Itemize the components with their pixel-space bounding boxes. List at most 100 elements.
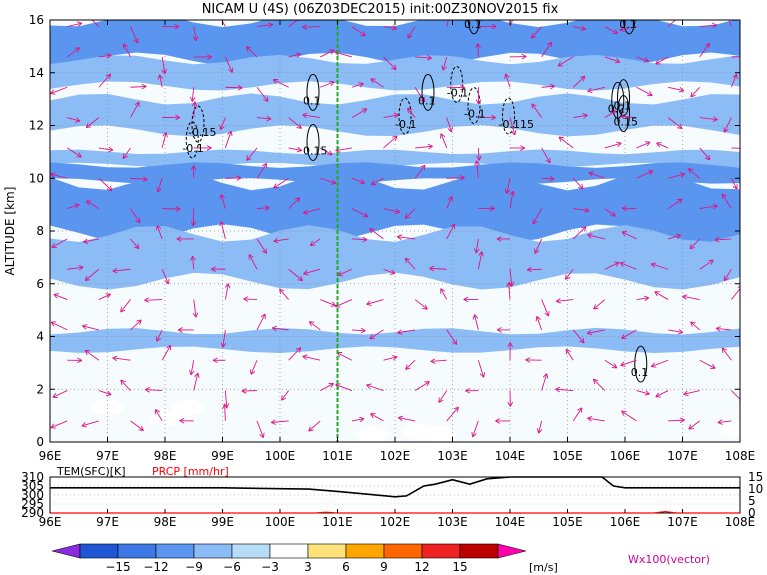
wind-vector-head xyxy=(546,373,549,379)
colorbar-tick-label: 3 xyxy=(304,560,312,574)
wind-vector xyxy=(414,299,428,310)
wind-vector xyxy=(371,177,384,185)
wind-vector-head xyxy=(644,141,651,143)
wind-vector xyxy=(397,236,416,240)
colorbar-box xyxy=(117,543,157,559)
wind-vector-head xyxy=(359,83,364,88)
wind-vector-head xyxy=(145,387,151,390)
wind-vector-head xyxy=(50,173,55,178)
wind-vector xyxy=(667,117,683,129)
wind-vector-head xyxy=(192,36,197,42)
wind-vector-head xyxy=(656,142,662,144)
wind-vector-head xyxy=(531,103,537,107)
wind-vector-head xyxy=(279,288,285,292)
wind-vector xyxy=(320,81,335,88)
wind-vector-head xyxy=(714,239,720,243)
wind-vector xyxy=(407,107,416,118)
wind-vector xyxy=(728,20,732,27)
wind-vector-head xyxy=(452,341,457,345)
wind-vector-head xyxy=(370,413,374,419)
wind-vector-head xyxy=(191,97,196,102)
wind-vector-head xyxy=(246,158,252,161)
wind-vector-head xyxy=(649,170,654,176)
surface-x-tick-label: 107E xyxy=(667,515,698,529)
wind-vector xyxy=(414,87,425,103)
wind-vector xyxy=(67,117,81,122)
wind-vector-head xyxy=(123,43,128,48)
wind-vector-head xyxy=(82,325,87,330)
wind-vector-head xyxy=(510,131,516,136)
wind-vector xyxy=(193,299,197,318)
wind-vector-head xyxy=(717,422,723,425)
wind-vector-head xyxy=(370,78,374,84)
wind-vector xyxy=(440,288,448,300)
wind-vector-head xyxy=(477,43,481,49)
wind-vector-head xyxy=(74,203,80,206)
wind-vector-head xyxy=(407,107,413,111)
wind-vector-head xyxy=(330,182,336,185)
wind-vector xyxy=(541,373,548,391)
wind-vector-head xyxy=(716,326,721,329)
wind-vector-head xyxy=(156,225,158,231)
wind-vector xyxy=(83,238,99,243)
wind-vector xyxy=(144,299,163,301)
contour-line xyxy=(467,87,481,125)
wind-vector-head xyxy=(565,348,571,353)
wind-vector-head xyxy=(308,429,314,432)
wind-vector xyxy=(541,41,553,58)
wind-vector xyxy=(224,404,226,421)
wind-vector xyxy=(256,163,267,179)
wind-vector xyxy=(699,42,710,58)
wind-vector xyxy=(279,288,289,300)
wind-vector-head xyxy=(483,372,486,378)
wind-vector-head xyxy=(525,357,531,361)
wind-vector xyxy=(477,147,480,161)
wind-vector xyxy=(98,73,111,88)
wind-vector-head xyxy=(296,53,302,58)
wind-vector-head xyxy=(646,141,651,147)
wind-vector-head xyxy=(650,362,655,367)
wind-vector xyxy=(123,43,131,58)
wind-vector-head xyxy=(678,90,684,93)
wind-vector-head xyxy=(505,73,510,78)
wind-vector-head xyxy=(366,383,372,386)
wind-vector xyxy=(273,238,289,242)
wind-vector-head xyxy=(584,207,590,212)
wind-vector xyxy=(191,87,195,102)
wind-vector-head xyxy=(587,234,592,239)
wind-vector-head xyxy=(622,205,627,209)
wind-vector-head xyxy=(655,392,659,398)
colorbar-tick-label: 15 xyxy=(452,560,467,574)
wind-vector-head xyxy=(389,273,395,275)
wind-vector-head xyxy=(139,319,142,325)
wind-vector xyxy=(98,390,112,396)
wind-vector-head xyxy=(506,282,510,288)
wind-vector xyxy=(509,190,514,209)
wind-vector-head xyxy=(424,304,428,310)
wind-vector-head xyxy=(619,262,624,267)
wind-vector xyxy=(66,47,80,58)
wind-vector xyxy=(650,263,669,270)
wind-vector-head xyxy=(616,141,622,144)
wind-vector-head xyxy=(496,238,502,242)
colorbar-box xyxy=(459,543,499,559)
surface-panel: TEM(SFC)[K] PRCP [mm/hr] 96E 97E 98E 99E 100… xyxy=(21,465,763,529)
wind-vector xyxy=(220,221,226,240)
wind-vector-head xyxy=(495,418,501,422)
wind-vector xyxy=(689,238,701,250)
wind-vector-head xyxy=(536,428,540,434)
wind-vector-head xyxy=(359,182,365,185)
colorbar-box xyxy=(307,543,347,559)
wind-vector xyxy=(636,86,653,96)
wind-vector-head xyxy=(295,52,301,55)
wind-vector xyxy=(477,43,479,57)
wind-vector-head xyxy=(712,203,718,207)
wind-vector xyxy=(604,56,621,63)
wind-vector xyxy=(587,234,605,240)
wind-vector-head xyxy=(581,226,587,229)
contour-line xyxy=(421,73,435,111)
wind-vector-head xyxy=(369,228,373,234)
wind-vector-head xyxy=(426,57,432,61)
wind-vector-head xyxy=(190,165,195,171)
